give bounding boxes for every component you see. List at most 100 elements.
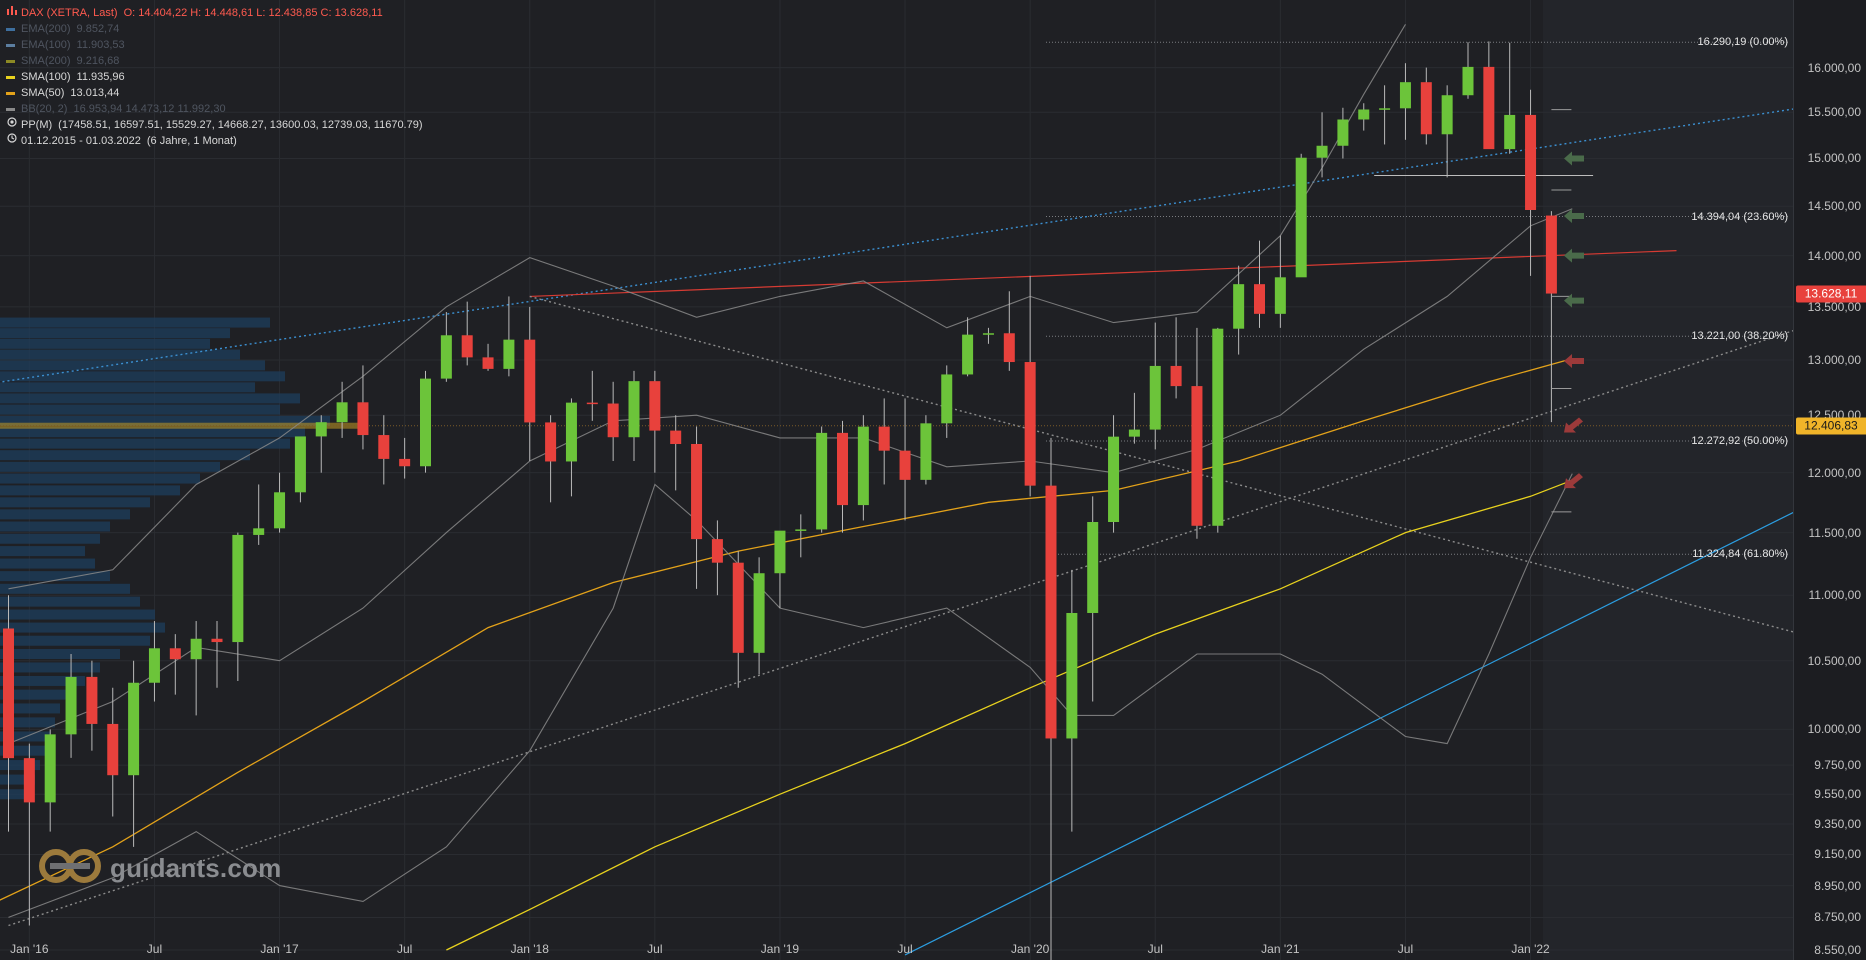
candle bbox=[1108, 436, 1120, 522]
candle bbox=[878, 426, 890, 451]
y-tick-label: 14.500,00 bbox=[1807, 199, 1861, 214]
volume-profile-bar bbox=[0, 609, 155, 620]
candle bbox=[1128, 429, 1140, 437]
x-tick-label: Jul bbox=[897, 942, 913, 956]
volume-profile-bar bbox=[0, 546, 85, 557]
candle bbox=[461, 335, 473, 358]
candles[interactable] bbox=[3, 41, 1557, 960]
annotation-arrow-icon bbox=[1564, 354, 1584, 369]
volume-profile-bar bbox=[0, 338, 210, 349]
bar-chart-icon bbox=[6, 5, 17, 21]
grid bbox=[0, 0, 1793, 960]
candle bbox=[482, 357, 494, 369]
ohlc-values: O: 14.404,22 H: 14.448,61 L: 12.438,85 C… bbox=[123, 7, 383, 19]
volume-profile-bar bbox=[0, 382, 255, 393]
legend-indicator-row[interactable]: SMA(50) 13.013,44 bbox=[6, 85, 423, 101]
annotation-arrow-icon bbox=[1564, 473, 1583, 489]
volume-profile-bar bbox=[0, 473, 200, 484]
fibonacci-label: 14.394,04 (23.60%) bbox=[1691, 210, 1788, 223]
candle bbox=[586, 402, 598, 405]
indicator-swatch bbox=[6, 75, 15, 79]
candle bbox=[1358, 109, 1370, 120]
candle bbox=[962, 334, 974, 375]
trendlines bbox=[0, 107, 1802, 956]
watermark: guidants.com bbox=[36, 846, 281, 891]
candle bbox=[211, 638, 223, 643]
candle bbox=[1316, 145, 1328, 158]
candle bbox=[3, 628, 14, 759]
indicator-swatch bbox=[6, 43, 15, 47]
candle bbox=[190, 638, 202, 660]
volume-profile-bar bbox=[0, 349, 240, 360]
price-axis[interactable]: 16.000,00 15.500,00 15.000,00 14.500,00 14.0… bbox=[1793, 0, 1866, 960]
legend-indicator-row[interactable]: EMA(100) 11.903,53 bbox=[6, 37, 423, 53]
indicator-swatch bbox=[6, 91, 15, 95]
volume-profile-bar bbox=[0, 675, 85, 686]
annotation-arrow-icon bbox=[1564, 248, 1584, 263]
candle bbox=[732, 562, 744, 653]
x-tick-label: Jul bbox=[146, 942, 163, 956]
candle bbox=[44, 734, 56, 803]
indicator-label: BB(20, 2) bbox=[21, 103, 68, 115]
x-tick-label: Jan '19 bbox=[760, 942, 800, 956]
y-tick-label: 10.500,00 bbox=[1807, 653, 1861, 668]
indicator-swatch bbox=[6, 107, 15, 111]
legend-range-row[interactable]: 01.12.2015 - 01.03.2022 (6 Jahre, 1 Mona… bbox=[6, 133, 423, 149]
clock-icon bbox=[6, 133, 17, 149]
indicator-swatch bbox=[6, 27, 15, 31]
candle bbox=[1274, 277, 1286, 314]
annotation-arrow-icon bbox=[1564, 293, 1584, 308]
volume-profile-bar bbox=[0, 635, 150, 646]
legend-indicator-row[interactable]: EMA(200) 9.852,74 bbox=[6, 21, 423, 37]
candle bbox=[65, 676, 77, 735]
guidants-logo-icon bbox=[36, 846, 106, 891]
candle bbox=[753, 573, 765, 653]
candle bbox=[837, 432, 848, 506]
chart-legend: DAX (XETRA, Last) O: 14.404,22 H: 14.448… bbox=[6, 5, 423, 149]
candle bbox=[774, 530, 786, 574]
candle bbox=[1003, 333, 1015, 363]
legend-title-row[interactable]: DAX (XETRA, Last) O: 14.404,22 H: 14.448… bbox=[6, 5, 423, 21]
indicator-bb-20-2-lower bbox=[8, 473, 1573, 918]
y-tick-label: 9.150,00 bbox=[1814, 847, 1861, 862]
candle bbox=[607, 403, 619, 438]
candle bbox=[1441, 95, 1453, 135]
candle bbox=[857, 426, 869, 506]
volume-profile-bar bbox=[0, 521, 110, 532]
candle bbox=[1191, 386, 1203, 526]
indicator-label: SMA(200) bbox=[21, 55, 71, 67]
fibonacci-label: 12.272,92 (50.00%) bbox=[1691, 435, 1788, 447]
candle bbox=[440, 335, 452, 379]
y-tick-label: 15.000,00 bbox=[1807, 151, 1861, 166]
legend-indicator-row[interactable]: SMA(200) 9.216,68 bbox=[6, 53, 423, 69]
volume-profile-bar bbox=[0, 649, 120, 660]
candle bbox=[1233, 284, 1245, 329]
candle bbox=[253, 528, 265, 535]
x-tick-label: Jan '22 bbox=[1511, 942, 1550, 956]
candle bbox=[1066, 612, 1078, 739]
volume-profile-bar bbox=[0, 689, 70, 700]
candle bbox=[357, 402, 369, 436]
volume-profile-bar bbox=[0, 717, 55, 728]
indicator-value: 13.013,44 bbox=[70, 87, 120, 99]
candle bbox=[691, 443, 703, 540]
legend-pivot-row[interactable]: PP(M) (17458.51, 16597.51, 15529.27, 146… bbox=[6, 117, 423, 133]
indicator-sma-100- bbox=[446, 479, 1573, 951]
volume-profile-bar bbox=[0, 622, 165, 633]
volume-profile-bar bbox=[0, 596, 140, 607]
candle bbox=[1399, 82, 1411, 109]
current-price-tag: 13.628,11 bbox=[1796, 285, 1866, 303]
fibonacci-label: 13.221,00 (38.20%) bbox=[1691, 330, 1788, 343]
x-tick-label: Jan '16 bbox=[10, 942, 49, 956]
legend-indicator-row[interactable]: BB(20, 2) 16.953,94 14.473,12 11.992,30 bbox=[6, 101, 423, 117]
candle bbox=[1337, 119, 1349, 146]
candle bbox=[1295, 157, 1307, 278]
poc-price-tag: 12.406,83 bbox=[1796, 417, 1866, 435]
volume-profile-bar bbox=[0, 703, 60, 714]
volume-profile-bar bbox=[0, 558, 95, 569]
legend-indicator-row[interactable]: SMA(100) 11.935,96 bbox=[6, 69, 423, 85]
fibonacci-label: 11.324,84 (61.80%) bbox=[1692, 548, 1788, 561]
indicator-label: SMA(100) bbox=[21, 71, 71, 83]
candle bbox=[1045, 485, 1057, 739]
